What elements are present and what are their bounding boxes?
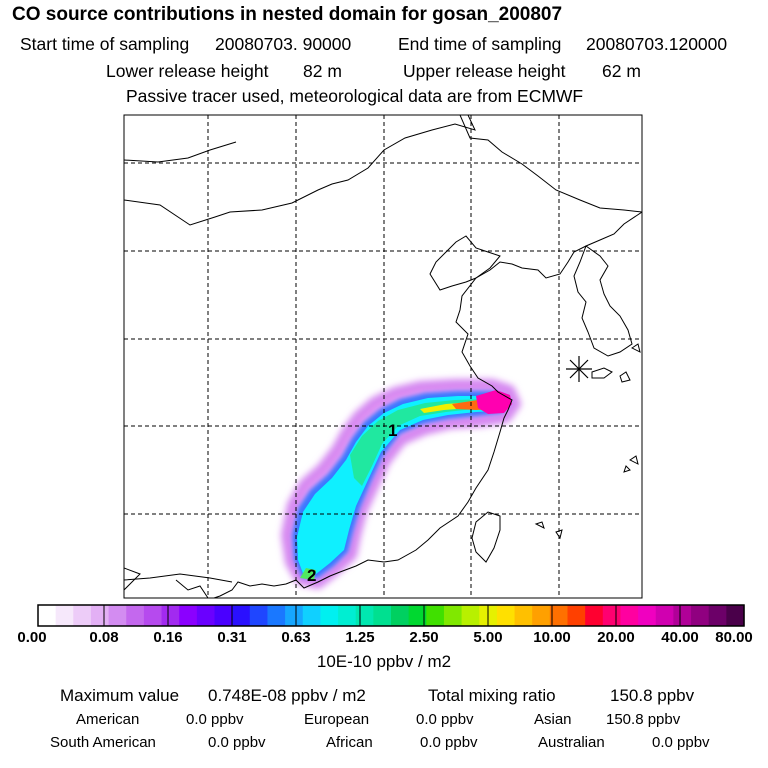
colorbar-tick-label: 40.00: [661, 629, 699, 646]
region-value-australian: 0.0 ppbv: [652, 734, 710, 751]
region-name-australian: Australian: [538, 734, 605, 751]
colorbar-cell: [708, 605, 727, 626]
plume-green: [350, 399, 500, 486]
region-name-american: American: [76, 711, 140, 728]
colorbar-tick-label: 0.00: [17, 629, 47, 646]
colorbar-cell: [73, 605, 92, 626]
colorbar-cell: [267, 605, 286, 626]
colorbar-cell: [179, 605, 198, 626]
tracer-plume: [281, 379, 521, 589]
colorbar-cell: [620, 605, 639, 626]
start-time-value: 20080703. 90000: [215, 34, 352, 54]
region-value-asian: 150.8 ppbv: [606, 711, 681, 728]
marker-2: 2: [307, 566, 317, 585]
upper-release-label: Upper release height: [403, 61, 566, 81]
colorbar-cell: [38, 605, 57, 626]
map-frame: [123, 114, 643, 599]
colorbar-tick-label: 0.63: [281, 629, 311, 646]
colorbar-tick-label: 0.16: [153, 629, 183, 646]
colorbar-tick-label: 1.25: [345, 629, 375, 646]
colorbar-cell: [249, 605, 269, 626]
plume-green-tail: [300, 568, 316, 580]
lower-release-value: 82 m: [303, 61, 342, 81]
colorbar-cell: [426, 605, 445, 626]
graticule: [124, 115, 642, 598]
colorbar-cell: [90, 605, 110, 626]
colorbar-tick-label: 10.00: [533, 629, 571, 646]
colorbar-cell: [408, 605, 427, 626]
colorbar-cell: [108, 605, 127, 626]
colorbar-cell: [655, 605, 674, 626]
colorbar-cell: [302, 605, 321, 626]
colorbar-cell: [602, 605, 622, 626]
colorbar-cell: [196, 605, 216, 626]
region-value-african: 0.0 ppbv: [420, 734, 478, 751]
asterisk-receptor-icon: [566, 356, 592, 382]
colorbar-cell: [496, 605, 516, 626]
colorbar-cell: [338, 605, 357, 626]
plot-title: CO source contributions in nested domain…: [12, 4, 563, 25]
colorbar: [37, 604, 745, 627]
colorbar-cell: [391, 605, 410, 626]
colorbar-cell: [232, 605, 251, 626]
colorbar-cell: [373, 605, 392, 626]
colorbar-cell: [355, 605, 374, 626]
colorbar-tick-label: 2.50: [409, 629, 439, 646]
end-time-label: End time of sampling: [398, 34, 562, 54]
region-name-south-american: South American: [50, 734, 156, 751]
colorbar-tick-label: 5.00: [473, 629, 503, 646]
plume-magenta: [476, 390, 512, 414]
max-value: 0.748E-08 ppbv / m2: [208, 686, 366, 705]
max-value-label: Maximum value: [60, 686, 180, 705]
region-value-american: 0.0 ppbv: [186, 711, 244, 728]
end-time-value: 20080703.120000: [586, 34, 728, 54]
colorbar-cell: [673, 605, 692, 626]
plume-cyan: [297, 396, 505, 576]
colorbar-cell: [532, 605, 551, 626]
colorbar-unit: 10E-10 ppbv / m2: [316, 652, 452, 671]
colorbar-tick-label: 80.00: [715, 629, 753, 646]
colorbar-cell: [161, 605, 180, 626]
colorbar-cell: [726, 605, 745, 626]
colorbar-cell: [285, 605, 304, 626]
colorbar-tick-label: 0.08: [89, 629, 119, 646]
colorbar-cell: [55, 605, 74, 626]
colorbar-cell: [443, 605, 463, 626]
lower-release-label: Lower release height: [106, 61, 269, 81]
colorbar-frame: [37, 604, 745, 627]
start-time-label: Start time of sampling: [20, 34, 190, 54]
colorbar-tick-label: 0.31: [217, 629, 247, 646]
colorbar-cell: [638, 605, 657, 626]
region-value-european: 0.0 ppbv: [416, 711, 474, 728]
colorbar-cell: [514, 605, 533, 626]
colorbar-cell: [143, 605, 163, 626]
region-name-asian: Asian: [534, 711, 572, 728]
colorbar-tick-label: 20.00: [597, 629, 635, 646]
colorbar-cell: [126, 605, 145, 626]
colorbar-cell: [567, 605, 586, 626]
total-mixing-label: Total mixing ratio: [428, 686, 556, 705]
region-value-south-american: 0.0 ppbv: [208, 734, 266, 751]
region-name-european: European: [304, 711, 370, 728]
marker-1: 1: [388, 421, 398, 440]
coastlines: [124, 115, 642, 598]
colorbar-cell: [549, 605, 569, 626]
colorbar-cell: [320, 605, 339, 626]
total-mixing-value: 150.8 ppbv: [610, 686, 695, 705]
colorbar-cell: [214, 605, 233, 626]
upper-release-value: 62 m: [602, 61, 641, 81]
colorbar-cell: [461, 605, 480, 626]
colorbar-cell: [585, 605, 604, 626]
tracer-note: Passive tracer used, meteorological data…: [126, 86, 584, 106]
region-name-african: African: [326, 734, 373, 751]
colorbar-cell: [691, 605, 710, 626]
